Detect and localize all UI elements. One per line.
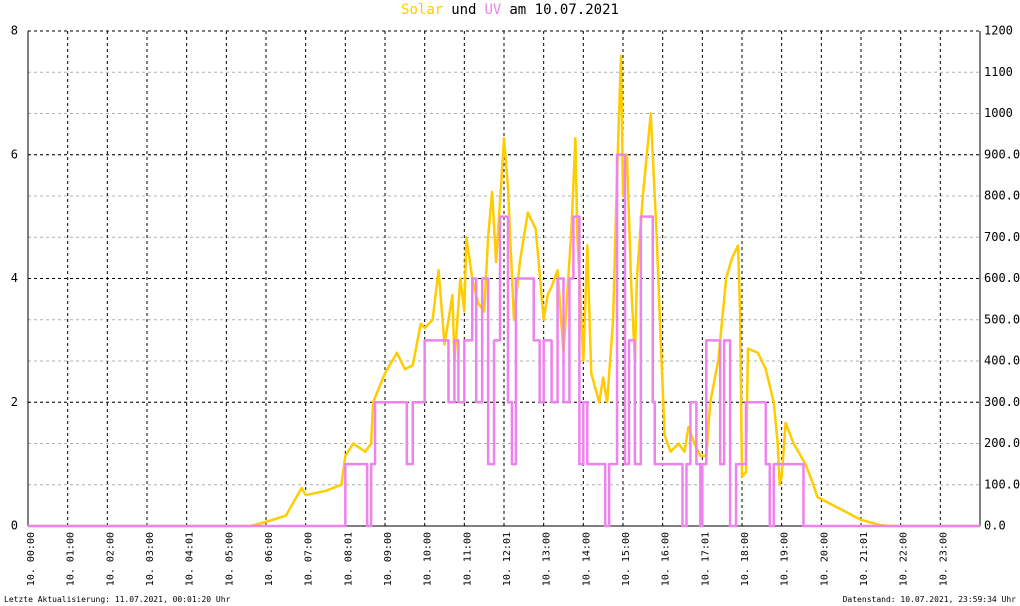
x-tick-label: 10. 23:00 <box>938 532 949 586</box>
x-tick-label: 10. 13:00 <box>542 532 553 586</box>
x-tick-label: 10. 03:00 <box>145 532 156 586</box>
x-tick-label: 10. 09:00 <box>383 532 394 586</box>
x-tick-label: 10. 21:01 <box>859 532 870 586</box>
x-tick-label: 10. 06:00 <box>264 532 275 586</box>
x-tick-label: 10. 14:00 <box>581 532 592 586</box>
y-tick-label: 4 <box>11 271 18 285</box>
y2-tick-label: 300.0 <box>984 395 1020 409</box>
x-tick-label: 10. 18:00 <box>740 532 751 586</box>
y-tick-label: 8 <box>11 24 18 38</box>
chart-title: Solar und UV am 10.07.2021 <box>401 2 619 18</box>
x-tick-label: 10. 10:00 <box>423 532 434 586</box>
title-join: und <box>451 2 476 18</box>
y2-tick-label: 100.0 <box>984 477 1020 491</box>
y2-tick-label: 1200 <box>984 24 1013 38</box>
footer-right: Datenstand: 10.07.2021, 23:59:34 Uhr <box>843 595 1017 604</box>
title-uv: UV <box>485 2 502 18</box>
y2-tick-label: 1000 <box>984 106 1013 120</box>
x-tick-label: 10. 19:00 <box>780 532 791 586</box>
x-tick-label: 10. 02:00 <box>105 532 116 586</box>
y-tick-label: 0 <box>11 519 18 533</box>
y-tick-label: 2 <box>11 395 18 409</box>
series-line <box>28 153 980 528</box>
x-tick-label: 10. 08:01 <box>343 532 354 586</box>
y2-tick-label: 200.0 <box>984 436 1020 450</box>
x-tick-label: 10. 15:00 <box>621 532 632 586</box>
x-tick-label: 10. 20:00 <box>819 532 830 586</box>
y2-tick-label: 1100 <box>984 65 1013 79</box>
y2-tick-label: 700.0 <box>984 230 1020 244</box>
x-tick-label: 10. 07:00 <box>304 532 315 586</box>
y2-tick-label: 800.0 <box>984 189 1020 203</box>
y2-tick-label: 0.0 <box>984 519 1006 533</box>
footer-left: Letzte Aktualisierung: 11.07.2021, 00:01… <box>4 595 231 604</box>
x-tick-label: 10. 11:00 <box>462 532 473 586</box>
y-tick-label: 6 <box>11 147 18 161</box>
x-tick-label: 10. 00:00 <box>26 532 37 586</box>
x-tick-label: 10. 22:00 <box>899 532 910 586</box>
y2-tick-label: 900.0 <box>984 147 1020 161</box>
y2-tick-label: 500.0 <box>984 312 1020 326</box>
series-line <box>28 54 980 528</box>
x-tick-label: 10. 01:00 <box>66 532 77 586</box>
x-tick-label: 10. 12:01 <box>502 532 513 586</box>
title-solar: Solar <box>401 2 443 18</box>
y2-tick-label: 400.0 <box>984 354 1020 368</box>
title-date: am 10.07.2021 <box>509 2 619 18</box>
x-tick-label: 10. 16:00 <box>661 532 672 586</box>
x-tick-label: 10. 04:01 <box>185 532 196 586</box>
y2-tick-label: 600.0 <box>984 271 1020 285</box>
x-tick-label: 10. 17:01 <box>700 532 711 586</box>
x-tick-label: 10. 05:00 <box>224 532 235 586</box>
